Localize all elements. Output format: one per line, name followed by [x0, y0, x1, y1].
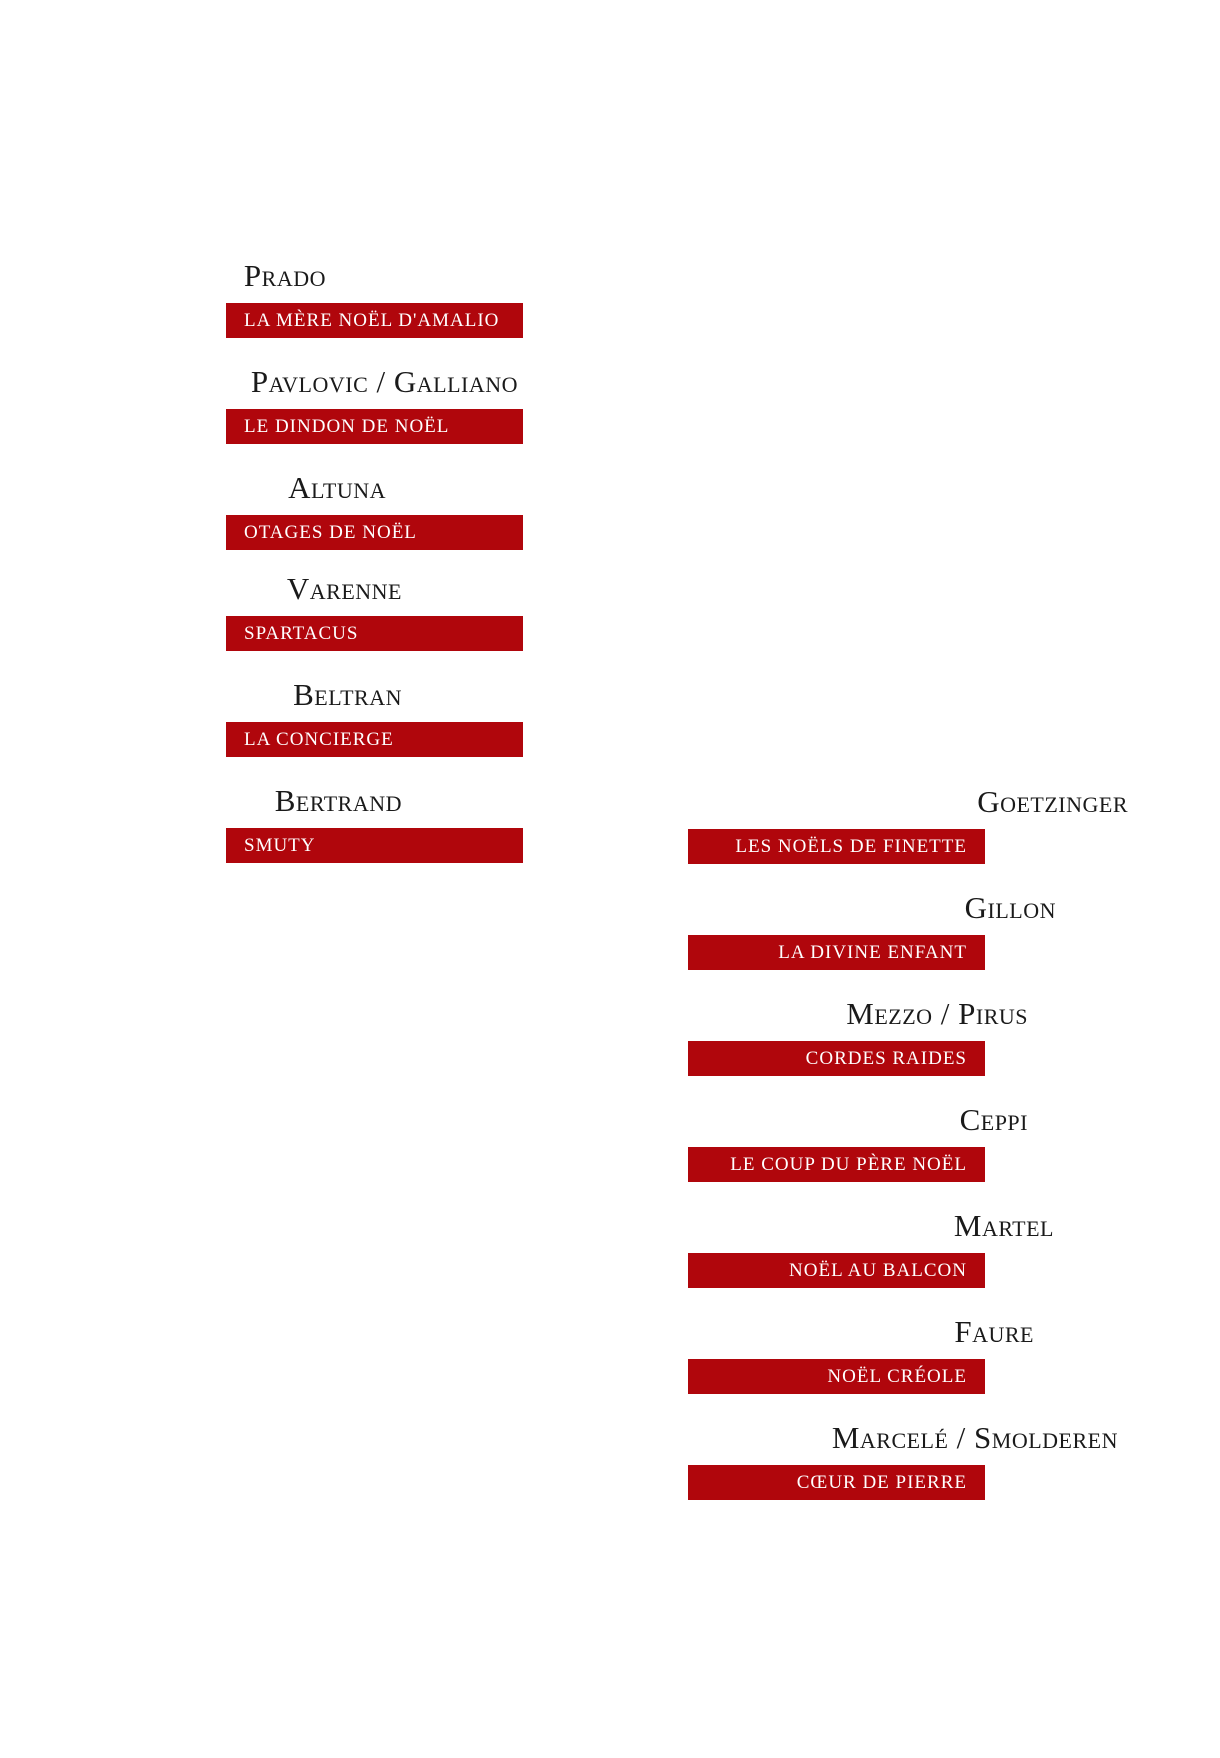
- author-name: Varenne: [286, 571, 402, 606]
- author-name: Martel: [953, 1208, 1054, 1243]
- author-name: Pavlovic / Galliano: [250, 364, 518, 399]
- story-title: LES NOËLS DE FINETTE: [688, 829, 985, 864]
- entry-marcele-smolderen: Marcelé / Smolderen CŒUR DE PIERRE: [688, 1420, 1128, 1526]
- story-title: LE COUP DU PÈRE NOËL: [688, 1147, 985, 1182]
- author-name: Beltran: [293, 677, 402, 712]
- entry-varenne: Varenne SPARTACUS: [120, 571, 530, 677]
- author-name: Goetzinger: [977, 784, 1128, 819]
- entry-goetzinger: Goetzinger LES NOËLS DE FINETTE: [688, 784, 1128, 890]
- author-name: Gillon: [964, 890, 1056, 925]
- entry-pavlovic-galliano: Pavlovic / Galliano LE DINDON DE NOËL: [120, 364, 530, 470]
- entry-prado: Prado LA MÈRE NOËL D'AMALIO: [120, 258, 530, 364]
- story-title: NOËL AU BALCON: [688, 1253, 985, 1288]
- story-title: LA CONCIERGE: [226, 722, 523, 757]
- story-title: LA DIVINE ENFANT: [688, 935, 985, 970]
- author-name: Mezzo / Pirus: [846, 996, 1028, 1031]
- left-column: Prado LA MÈRE NOËL D'AMALIO Pavlovic / G…: [120, 258, 530, 889]
- entry-beltran: Beltran LA CONCIERGE: [120, 677, 530, 783]
- story-title: LA MÈRE NOËL D'AMALIO: [226, 303, 523, 338]
- story-title: LE DINDON DE NOËL: [226, 409, 523, 444]
- author-name: Marcelé / Smolderen: [831, 1420, 1118, 1455]
- story-title: OTAGES DE NOËL: [226, 515, 523, 550]
- author-name: Altuna: [288, 470, 386, 505]
- story-title: CŒUR DE PIERRE: [688, 1465, 985, 1500]
- story-title: CORDES RAIDES: [688, 1041, 985, 1076]
- author-name: Ceppi: [959, 1102, 1028, 1137]
- entry-gillon: Gillon LA DIVINE ENFANT: [688, 890, 1128, 996]
- entry-bertrand: Bertrand SMUTY: [120, 783, 530, 889]
- story-title: NOËL CRÉOLE: [688, 1359, 985, 1394]
- entry-ceppi: Ceppi LE COUP DU PÈRE NOËL: [688, 1102, 1128, 1208]
- entry-altuna: Altuna OTAGES DE NOËL: [120, 470, 530, 571]
- author-name: Faure: [954, 1314, 1034, 1349]
- author-name: Prado: [243, 258, 326, 293]
- story-title: SPARTACUS: [226, 616, 523, 651]
- entry-faure: Faure NOËL CRÉOLE: [688, 1314, 1128, 1420]
- entry-martel: Martel NOËL AU BALCON: [688, 1208, 1128, 1314]
- story-title: SMUTY: [226, 828, 523, 863]
- right-column: Goetzinger LES NOËLS DE FINETTE Gillon L…: [688, 784, 1128, 1526]
- entry-mezzo-pirus: Mezzo / Pirus CORDES RAIDES: [688, 996, 1128, 1102]
- author-name: Bertrand: [274, 783, 402, 818]
